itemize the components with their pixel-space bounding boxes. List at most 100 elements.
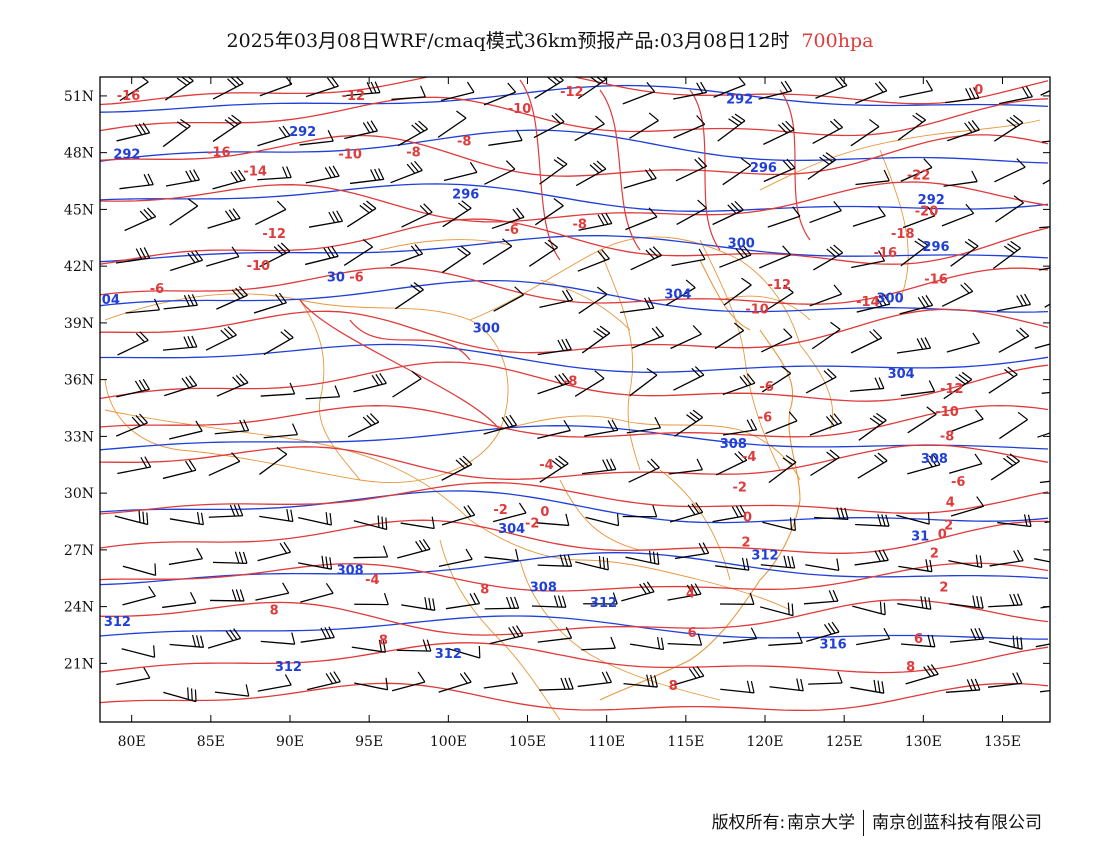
wind-barb [762, 517, 796, 532]
temperature-contour-line [100, 404, 1049, 438]
height-label: 308 [720, 437, 747, 452]
wind-barb [441, 455, 473, 481]
wind-barb [581, 325, 611, 354]
temperature-label: -16 [874, 246, 898, 261]
wind-barb [1040, 605, 1050, 609]
wind-barb [257, 674, 292, 692]
wind-barb [577, 77, 607, 100]
wind-barb [1034, 343, 1050, 349]
height-label: 300 [728, 236, 755, 251]
temperature-label: -6 [758, 410, 772, 425]
wind-barb [346, 81, 381, 97]
wind-barb [205, 326, 237, 351]
wind-barb [671, 248, 706, 267]
height-label: 292 [289, 125, 316, 140]
boundary-line [799, 344, 834, 431]
wind-barb [949, 453, 983, 474]
wind-barb [253, 292, 287, 314]
wind-barb [987, 672, 1023, 688]
temperature-label: -10 [338, 148, 362, 163]
temperature-contour-line [100, 482, 1049, 515]
wind-barb [759, 245, 792, 269]
temperature-label: -4 [742, 450, 756, 465]
wind-barb [117, 331, 149, 356]
wind-barb [441, 245, 471, 273]
height-label: 30 [327, 270, 345, 285]
temperature-label: 8 [379, 634, 388, 649]
wind-barb [528, 239, 558, 267]
height-label: 296 [452, 187, 479, 202]
temperature-label: -2 [493, 503, 507, 518]
wind-barb [760, 602, 794, 617]
wind-barb [856, 627, 891, 646]
wind-barb [260, 382, 296, 397]
wind-barb [537, 626, 573, 643]
wind-barb [997, 514, 1032, 528]
lon-tick-label: 135E [984, 734, 1021, 750]
wind-barb [949, 595, 984, 609]
wind-barb [1040, 89, 1050, 96]
wind-barb [999, 411, 1028, 440]
wind-barb [260, 632, 296, 645]
wind-barb [673, 366, 705, 391]
wind-barb [539, 455, 569, 483]
lon-tick-label: 120E [747, 734, 784, 750]
wind-barb [805, 368, 837, 394]
wind-barb [347, 413, 380, 438]
wind-barb [443, 161, 478, 182]
wind-barb [761, 328, 793, 353]
lat-tick-label: 48N [64, 146, 94, 162]
wind-barb [259, 446, 288, 475]
title-level: 700hpa [801, 30, 874, 52]
wind-barb [400, 516, 435, 530]
wind-barb [758, 80, 793, 100]
wind-barb [212, 551, 248, 565]
wind-barb [761, 365, 792, 393]
wind-barb [994, 158, 1026, 183]
wind-barb [163, 294, 198, 310]
wind-barb [943, 371, 973, 400]
temperature-contour-line [779, 89, 811, 241]
boundary-line [699, 239, 781, 471]
wind-barb [723, 277, 752, 306]
wind-barb [169, 634, 205, 648]
wind-barb [114, 510, 149, 526]
wind-barb [162, 335, 198, 351]
temperature-label: 8 [270, 603, 279, 618]
wind-barb [574, 115, 605, 142]
temperature-label: -14 [243, 165, 267, 180]
wind-barb [948, 554, 983, 568]
wind-barb [850, 679, 885, 694]
wind-barb [858, 412, 887, 441]
temperature-label: -6 [759, 380, 773, 395]
wind-barb [537, 419, 571, 439]
wind-barb [850, 118, 880, 147]
boundary-line [439, 539, 561, 721]
boundary-line [719, 295, 811, 321]
wind-barb [214, 419, 250, 435]
wind-barb [674, 542, 710, 560]
height-contour-line [100, 84, 1049, 113]
wind-barb [578, 212, 613, 231]
lon-tick-label: 115E [667, 734, 704, 750]
lon-tick-label: 130E [905, 734, 942, 750]
boundary-line [559, 479, 641, 551]
wind-barb [353, 515, 388, 531]
wind-barb [898, 559, 933, 573]
height-label: 316 [820, 637, 847, 652]
wind-barb [988, 635, 1023, 650]
temperature-label: -12 [262, 227, 286, 242]
temperature-contour-line [100, 682, 1049, 712]
wind-barb [257, 125, 291, 147]
temperature-contour-line [100, 181, 1049, 223]
wind-barb [119, 173, 154, 190]
wind-barb [943, 170, 978, 187]
wind-barb [763, 120, 795, 145]
temperature-label: 0 [540, 505, 549, 520]
wind-barb [900, 158, 933, 182]
wind-barb [1039, 267, 1050, 271]
wind-barb [669, 502, 704, 523]
wind-barb [577, 249, 610, 272]
wind-barb [1039, 226, 1050, 229]
temperature-label: -2 [525, 516, 539, 531]
